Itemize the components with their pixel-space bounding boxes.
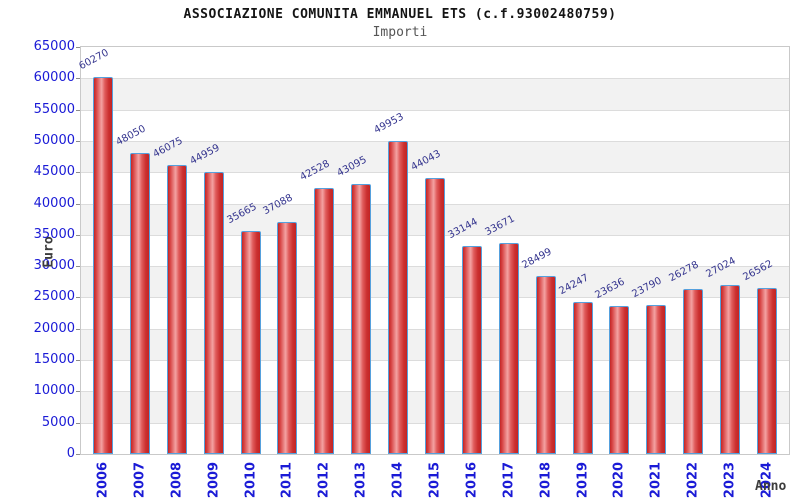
bar-2007 xyxy=(129,153,150,454)
y-tick-mark xyxy=(76,172,80,174)
x-tick-label: 2014 xyxy=(390,461,406,499)
y-tick-label: 65000 xyxy=(33,39,75,54)
plot-area xyxy=(80,46,790,455)
x-tick-label: 2013 xyxy=(353,461,369,499)
bar-2023 xyxy=(720,284,741,454)
y-tick-mark xyxy=(76,391,80,393)
x-tick-label: 2023 xyxy=(722,461,738,499)
y-tick-mark xyxy=(76,454,80,455)
x-tick-label: 2017 xyxy=(501,461,517,499)
x-tick-label: 2016 xyxy=(464,461,480,499)
bar-2013 xyxy=(351,184,372,454)
grid-line xyxy=(81,140,789,142)
x-axis-title: Anno xyxy=(755,479,787,494)
y-axis-title-text: Euro xyxy=(41,236,57,268)
chart-subtitle: Importi xyxy=(372,25,428,40)
bar-2011 xyxy=(277,221,298,454)
bar-2022 xyxy=(683,289,704,454)
grid-band xyxy=(81,109,789,141)
x-tick-label: 2019 xyxy=(575,461,591,499)
bar-2019 xyxy=(572,302,593,454)
y-tick-label: 20000 xyxy=(33,320,75,336)
y-tick-label: 35000 xyxy=(33,226,75,242)
x-tick-label: 2009 xyxy=(206,461,222,499)
x-tick-label: 2007 xyxy=(132,461,148,499)
chart-title: ASSOCIAZIONE COMUNITA EMMANUEL ETS (c.f.… xyxy=(183,7,617,22)
y-tick-label: 45000 xyxy=(33,164,75,180)
y-tick-mark xyxy=(76,203,80,205)
bar-2024 xyxy=(757,287,777,454)
y-tick-mark xyxy=(76,47,80,48)
x-tick-label: 2018 xyxy=(538,461,554,499)
bar-2008 xyxy=(166,165,187,454)
bar-2012 xyxy=(314,187,335,454)
y-tick-mark xyxy=(76,360,80,362)
grid-band xyxy=(81,140,789,173)
bar-2018 xyxy=(535,275,556,454)
bar-2020 xyxy=(609,306,630,454)
bar-2016 xyxy=(461,246,482,454)
grid-band xyxy=(81,47,789,79)
bar-2009 xyxy=(203,172,224,454)
bar-2021 xyxy=(646,305,667,454)
y-tick-label: 30000 xyxy=(33,258,75,274)
grid-band xyxy=(81,78,789,110)
x-tick-label: 2006 xyxy=(95,461,111,499)
y-tick-label: 50000 xyxy=(33,132,75,148)
grid-line xyxy=(81,172,789,174)
y-tick-mark xyxy=(76,234,80,236)
bar-2006 xyxy=(93,76,113,454)
y-tick-label: 10000 xyxy=(33,383,75,399)
x-tick-label: 2015 xyxy=(427,461,443,499)
bar-2015 xyxy=(425,178,445,454)
x-tick-label: 2020 xyxy=(611,461,627,499)
x-tick-label: 2008 xyxy=(169,461,185,499)
y-tick-label: 60000 xyxy=(33,70,75,86)
y-tick-mark xyxy=(76,297,80,299)
y-tick-mark xyxy=(76,109,80,111)
y-tick-label: 55000 xyxy=(33,101,75,117)
y-tick-label: 40000 xyxy=(33,195,75,211)
y-tick-mark xyxy=(76,328,80,330)
x-tick-label: 2021 xyxy=(648,461,664,499)
y-tick-mark xyxy=(76,422,80,424)
y-tick-mark xyxy=(76,266,80,268)
x-tick-label: 2022 xyxy=(685,461,701,499)
y-tick-label: 5000 xyxy=(41,414,75,430)
y-tick-mark xyxy=(76,78,80,80)
x-tick-label: 2011 xyxy=(279,461,295,499)
bar-2017 xyxy=(498,243,519,454)
y-tick-label: 15000 xyxy=(33,352,75,368)
y-tick-label: 0 xyxy=(66,446,75,461)
bar-2010 xyxy=(240,230,261,454)
grid-line xyxy=(81,109,789,111)
grid-line xyxy=(81,78,789,80)
x-tick-label: 2012 xyxy=(316,461,332,499)
y-tick-label: 25000 xyxy=(33,289,75,305)
y-tick-mark xyxy=(76,140,80,142)
x-tick-label: 2010 xyxy=(243,461,259,499)
bar-2014 xyxy=(388,141,409,454)
